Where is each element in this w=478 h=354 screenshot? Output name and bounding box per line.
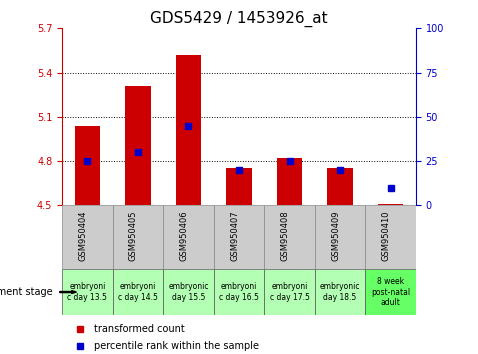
Bar [214, 269, 264, 315]
Text: GSM950406: GSM950406 [179, 211, 188, 261]
Text: embryoni
c day 13.5: embryoni c day 13.5 [67, 282, 108, 302]
Text: GSM950410: GSM950410 [381, 211, 391, 261]
Bar [75, 126, 100, 205]
Text: 8 week
post-natal
adult: 8 week post-natal adult [371, 277, 410, 307]
Bar [62, 205, 113, 269]
Text: development stage: development stage [0, 287, 53, 297]
Text: GSM950409: GSM950409 [331, 211, 340, 261]
Bar [176, 55, 201, 205]
Bar [163, 269, 214, 315]
Bar [365, 205, 416, 269]
Bar [264, 205, 315, 269]
Text: GSM950404: GSM950404 [78, 211, 87, 261]
Title: GDS5429 / 1453926_at: GDS5429 / 1453926_at [150, 11, 328, 27]
Text: percentile rank within the sample: percentile rank within the sample [94, 341, 259, 351]
Bar [227, 169, 251, 205]
Bar [113, 205, 163, 269]
Bar [62, 269, 113, 315]
Bar [365, 269, 416, 315]
Bar [378, 204, 403, 205]
Bar [113, 269, 163, 315]
Bar [163, 205, 214, 269]
Text: embryoni
c day 16.5: embryoni c day 16.5 [219, 282, 259, 302]
Text: embryoni
c day 14.5: embryoni c day 14.5 [118, 282, 158, 302]
Text: embryonic
day 18.5: embryonic day 18.5 [320, 282, 360, 302]
Text: transformed count: transformed count [94, 324, 185, 333]
Text: GSM950407: GSM950407 [230, 211, 239, 261]
Bar [125, 86, 151, 205]
Text: GSM950405: GSM950405 [129, 211, 138, 261]
Bar [315, 269, 365, 315]
Bar [264, 269, 315, 315]
Text: embryoni
c day 17.5: embryoni c day 17.5 [270, 282, 309, 302]
Text: GSM950408: GSM950408 [281, 211, 290, 261]
Bar [277, 158, 302, 205]
Bar [315, 205, 365, 269]
Bar [214, 205, 264, 269]
Bar [327, 169, 353, 205]
Text: embryonic
day 15.5: embryonic day 15.5 [168, 282, 209, 302]
